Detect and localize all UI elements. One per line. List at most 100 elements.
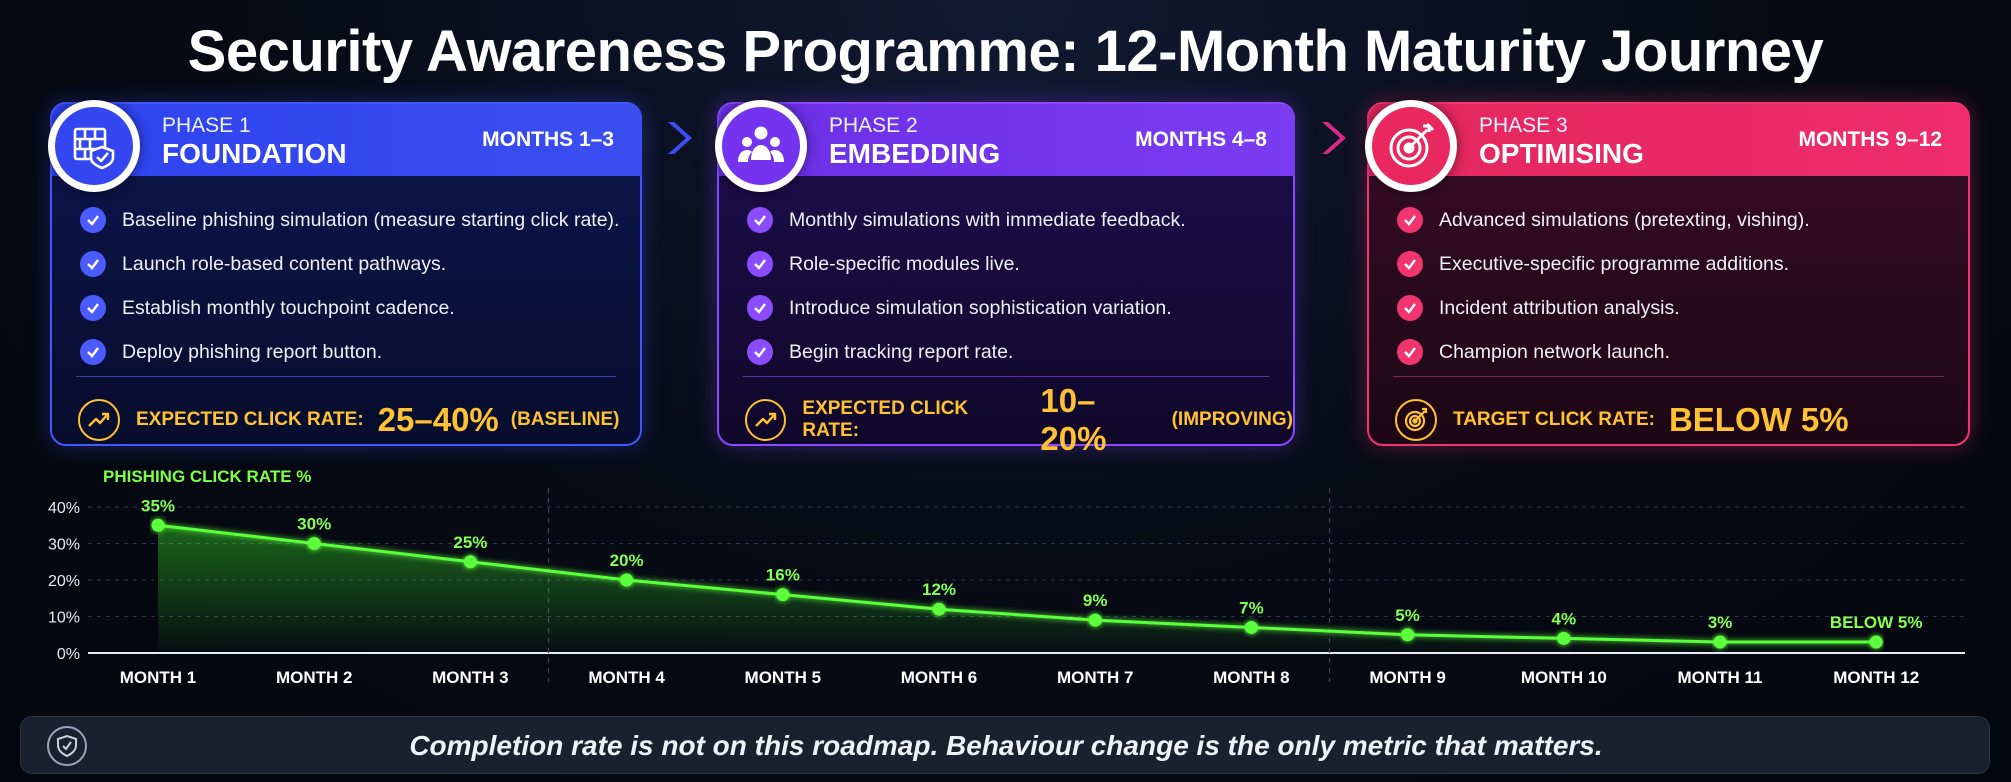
check-icon [1397,295,1423,321]
phase-label: PHASE 1 [162,114,251,137]
rate-row: EXPECTED CLICK RATE: 25–40% (BASELINE) [78,396,620,444]
divider [76,376,616,377]
check-icon [747,207,773,233]
x-tick-label: MONTH 6 [901,668,978,687]
x-tick-label: MONTH 11 [1677,668,1762,687]
rate-row: TARGET CLICK RATE: BELOW 5% [1395,396,1861,444]
data-point [776,588,790,602]
list-item: Executive-specific programme additions. [1397,242,1810,286]
phase-months: MONTHS 4–8 [1135,128,1267,151]
list-item-text: Advanced simulations (pretexting, vishin… [1439,208,1810,231]
rate-note: (IMPROVING) [1171,409,1293,430]
y-tick-label: 30% [48,537,80,554]
check-icon [1397,251,1423,277]
data-label: 7% [1239,598,1264,617]
data-point [1401,628,1415,642]
list-item: Role-specific modules live. [747,242,1186,286]
rate-row: EXPECTED CLICK RATE: 10–20% (IMPROVING) [745,382,1293,457]
data-label: 3% [1708,613,1733,632]
data-point [1869,635,1883,649]
rate-label: EXPECTED CLICK RATE: [136,409,364,430]
list-item: Launch role-based content pathways. [80,242,619,286]
x-tick-label: MONTH 9 [1369,668,1446,687]
list-item-text: Incident attribution analysis. [1439,296,1680,319]
list-item: Incident attribution analysis. [1397,286,1810,330]
page-title: Security Awareness Programme: 12-Month M… [187,19,1824,84]
x-tick-label: MONTH 3 [432,668,509,687]
list-item: Introduce simulation sophistication vari… [747,286,1186,330]
y-tick-label: 40% [48,500,80,517]
chevron-right-icon [668,122,692,154]
trend-up-icon [745,399,787,441]
phase-name: EMBEDDING [829,138,1001,169]
phase-card-2: PHASE 2 EMBEDDING MONTHS 4–8 Monthly sim… [715,100,1295,457]
phase-card-1: PHASE 1 FOUNDATION MONTHS 1–3 Baseline p… [48,100,642,446]
footer-banner: Completion rate is not on this roadmap. … [20,716,1990,774]
divider [1393,376,1944,377]
list-item: Monthly simulations with immediate feedb… [747,198,1186,242]
rate-value: BELOW 5% [1668,401,1849,438]
check-icon [1397,339,1423,365]
y-tick-label: 0% [57,646,80,663]
data-point [307,537,321,550]
check-icon [80,251,106,277]
data-point [932,602,946,616]
data-point [463,555,477,569]
y-tick-label: 20% [48,573,80,590]
list-item-text: Champion network launch. [1439,340,1670,363]
shield-check-icon [47,726,87,766]
phase-months: MONTHS 9–12 [1798,128,1942,151]
footer-text: Completion rate is not on this roadmap. … [409,730,1603,761]
data-label: 12% [922,580,956,599]
phase-name: OPTIMISING [1479,138,1644,169]
chart-title: PHISHING CLICK RATE % [103,467,311,486]
x-tick-label: MONTH 1 [120,668,197,687]
list-item-text: Establish monthly touchpoint cadence. [122,296,455,319]
phase-label: PHASE 2 [829,114,918,137]
click-rate-chart: PHISHING CLICK RATE % 0% 10% 20% 30% 40% 35%… [48,467,1965,687]
phase-card-3: PHASE 3 OPTIMISING MONTHS 9–12 Advanced … [1365,100,1970,446]
data-point [620,573,634,587]
list-item-text: Baseline phishing simulation (measure st… [122,208,620,231]
list-item: Baseline phishing simulation (measure st… [80,198,619,242]
data-label: 5% [1395,606,1420,625]
phase-header-1 [52,104,642,176]
check-icon [80,207,106,233]
list-item: Establish monthly touchpoint cadence. [80,286,619,330]
data-point [1557,631,1571,645]
check-icon [747,295,773,321]
x-tick-label: MONTH 7 [1057,668,1134,687]
data-label: 25% [453,533,487,552]
target-icon [1395,399,1437,441]
x-tick-label: MONTH 10 [1521,668,1607,687]
list-item: Advanced simulations (pretexting, vishin… [1397,198,1810,242]
check-icon [80,339,106,365]
check-icon [80,295,106,321]
check-icon [1397,207,1423,233]
x-tick-label: MONTH 2 [276,668,353,687]
x-tick-label: MONTH 12 [1833,668,1919,687]
list-item-text: Deploy phishing report button. [122,340,383,363]
area-fill [158,525,1877,653]
x-tick-label: MONTH 8 [1213,668,1290,687]
list-item-text: Launch role-based content pathways. [122,252,447,275]
data-point [151,518,165,532]
x-tick-label: MONTH 4 [588,668,665,687]
series-line [157,523,1877,644]
chevron-right-icon [1322,122,1346,154]
data-label: BELOW 5% [1830,613,1923,632]
list-item-text: Role-specific modules live. [789,252,1020,275]
list-item-text: Monthly simulations with immediate feedb… [789,208,1186,231]
phase-label: PHASE 3 [1479,114,1568,137]
phase-badge-1 [48,100,140,192]
rate-value: 10–20% [1040,382,1107,457]
rate-value: 25–40% [377,401,499,438]
list-item-text: Begin tracking report rate. [789,340,1014,363]
x-tick-label: MONTH 5 [745,668,822,687]
data-label: 4% [1552,609,1577,628]
phase-badge-2 [715,100,807,192]
list-item: Begin tracking report rate. [747,330,1186,374]
phase-badge-3 [1365,100,1457,192]
list-item: Champion network launch. [1397,330,1810,374]
trend-up-icon [78,399,120,441]
